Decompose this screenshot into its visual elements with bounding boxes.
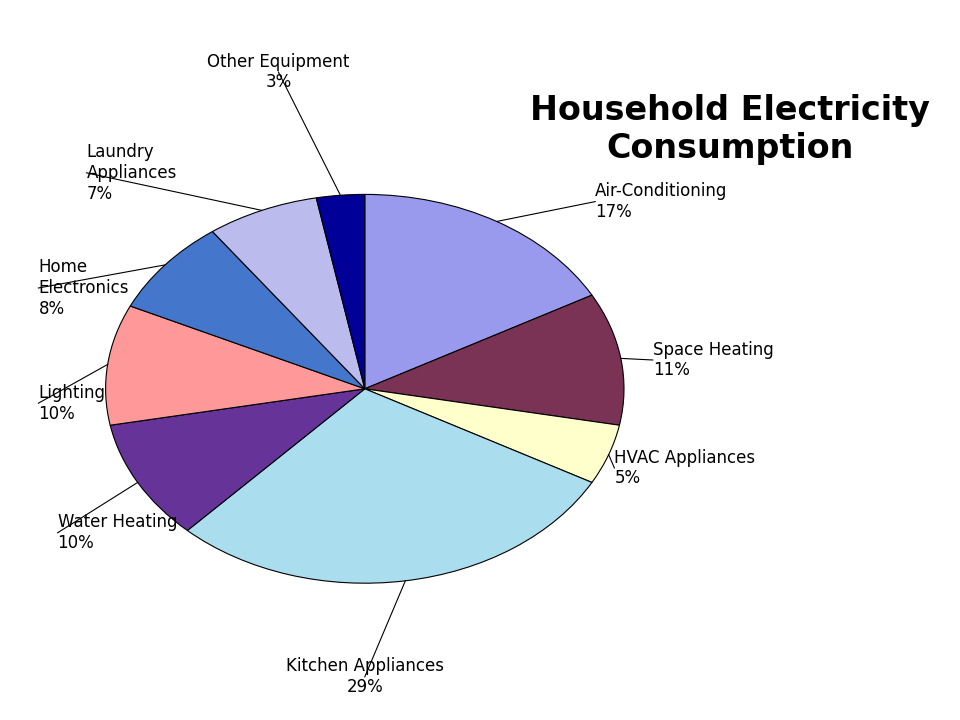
Wedge shape (365, 194, 592, 389)
Text: Laundry
Appliances
7%: Laundry Appliances 7% (86, 143, 177, 202)
Wedge shape (106, 306, 365, 426)
Text: HVAC Appliances
5%: HVAC Appliances 5% (614, 449, 756, 487)
Text: Water Heating
10%: Water Heating 10% (58, 513, 177, 552)
Wedge shape (131, 232, 365, 389)
Wedge shape (187, 389, 592, 583)
Wedge shape (316, 194, 365, 389)
Wedge shape (365, 295, 624, 426)
Text: Home
Electronics
8%: Home Electronics 8% (38, 258, 129, 318)
Text: Other Equipment
3%: Other Equipment 3% (207, 53, 349, 91)
Wedge shape (110, 389, 365, 531)
Text: Air-Conditioning
17%: Air-Conditioning 17% (595, 182, 728, 221)
Wedge shape (212, 198, 365, 389)
Text: Space Heating
11%: Space Heating 11% (653, 341, 774, 379)
Text: Kitchen Appliances
29%: Kitchen Appliances 29% (286, 657, 444, 696)
Text: Lighting
10%: Lighting 10% (38, 384, 106, 423)
Wedge shape (365, 389, 619, 482)
Text: Household Electricity
Consumption: Household Electricity Consumption (530, 94, 929, 165)
